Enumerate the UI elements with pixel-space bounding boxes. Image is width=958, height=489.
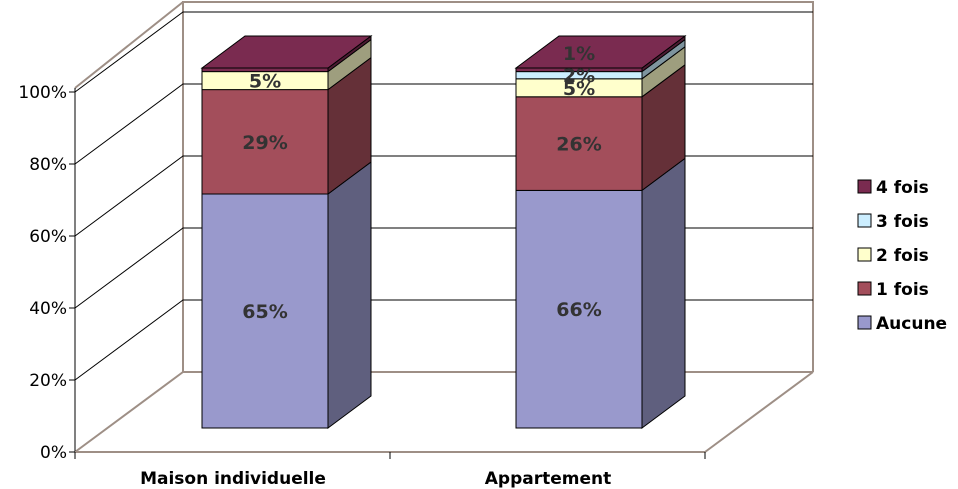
legend-label: Aucune	[876, 314, 947, 334]
bar-side	[641, 157, 686, 429]
legend-item: Aucune	[857, 314, 947, 334]
y-tick-label: 20%	[29, 371, 67, 391]
legend-item: 1 fois	[857, 280, 929, 300]
gridline	[74, 227, 813, 309]
legend-label: 2 fois	[876, 246, 929, 266]
data-label: 66%	[556, 299, 601, 321]
floor-left-edge	[74, 371, 184, 453]
data-label: 29%	[242, 132, 287, 154]
y-tick-label: 60%	[29, 227, 67, 247]
x-axis-categories: Maison individuelle Appartement	[140, 469, 611, 489]
y-tick-label: 40%	[29, 299, 67, 319]
legend-item: 3 fois	[857, 212, 929, 232]
legend-swatch	[857, 281, 872, 296]
data-label: 65%	[242, 301, 287, 323]
gridline	[74, 11, 813, 93]
bar-segment-4-fois	[200, 35, 373, 73]
bar-top	[514, 35, 687, 69]
data-label: 2%	[563, 65, 595, 87]
bar-segment-1-fois	[515, 63, 686, 192]
y-tick-label: 80%	[29, 155, 67, 175]
data-label: 1%	[563, 43, 595, 65]
bar-segment-2-fois	[515, 45, 686, 98]
legend-item: 4 fois	[857, 178, 929, 198]
chart-walls	[74, 1, 814, 453]
legend-swatch	[857, 315, 872, 330]
back-wall	[182, 1, 814, 372]
x-category-label: Appartement	[485, 469, 611, 489]
y-axis-ticks: 0% 20% 40% 60% 80% 100%	[18, 83, 706, 463]
chart-data-labels: 65%29%5%66%26%5%2%1%	[242, 43, 601, 323]
bar-segment-aucune	[201, 161, 372, 429]
gridline	[74, 83, 813, 165]
bar-front	[515, 96, 643, 191]
bar-front	[201, 89, 329, 195]
wall-top-edge	[74, 1, 184, 89]
bar-side	[327, 161, 372, 429]
chart-bars	[200, 35, 687, 429]
y-tick-label: 100%	[18, 83, 67, 103]
gridline	[74, 155, 813, 237]
data-label: 5%	[249, 71, 281, 93]
data-label: 26%	[556, 134, 601, 156]
legend-swatch	[857, 213, 872, 228]
legend-swatch	[857, 247, 872, 262]
legend-label: 3 fois	[876, 212, 929, 232]
bar-front	[201, 193, 329, 429]
legend-swatch	[857, 179, 872, 194]
legend-item: 2 fois	[857, 246, 929, 266]
legend-label: 1 fois	[876, 280, 929, 300]
legend-label: 4 fois	[876, 178, 929, 198]
bar-segment-4-fois	[514, 35, 687, 73]
data-label: 5%	[563, 78, 595, 100]
chart-gridlines	[74, 11, 813, 381]
y-tick-label: 0%	[40, 443, 67, 463]
chart-legend: 4 fois 3 fois 2 fois 1 fois Aucune	[857, 178, 947, 334]
bar-segment-1-fois	[201, 56, 372, 195]
floor-right-edge	[704, 371, 814, 453]
gridline	[74, 299, 813, 381]
bar-top	[200, 35, 373, 69]
x-category-label: Maison individuelle	[140, 469, 326, 489]
bar-segment-aucune	[515, 157, 686, 429]
bar-front	[515, 189, 643, 429]
